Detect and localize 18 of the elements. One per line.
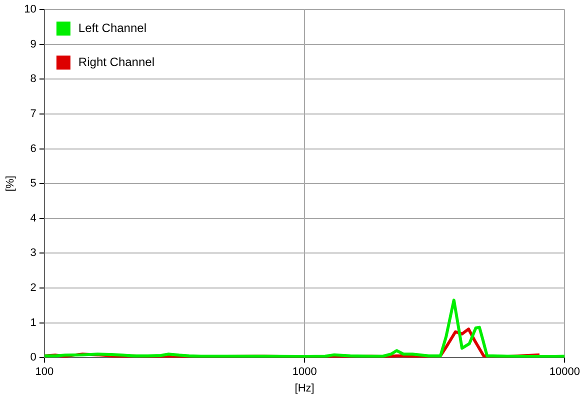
y-tick-label: 7 [30, 108, 36, 120]
y-tick-label: 3 [30, 247, 36, 260]
y-tick-label: 6 [30, 142, 36, 155]
legend-label: Right Channel [78, 54, 154, 69]
x-tick-label: 10000 [549, 366, 580, 378]
x-axis-title: [Hz] [294, 382, 314, 394]
y-axis-title: [%] [4, 176, 17, 192]
x-tick-label: 1000 [292, 366, 317, 378]
y-tick-label: 2 [30, 282, 36, 294]
y-tick-label: 5 [30, 178, 36, 190]
x-tick-label: 100 [35, 366, 54, 378]
y-tick-label: 4 [30, 212, 36, 224]
y-tick-label: 8 [30, 73, 36, 86]
y-tick-label: 0 [30, 352, 36, 364]
legend-label: Left Channel [78, 20, 146, 35]
y-tick-label: 9 [30, 38, 36, 50]
y-tick-label: 10 [24, 4, 36, 16]
y-tick-label: 1 [30, 316, 36, 329]
